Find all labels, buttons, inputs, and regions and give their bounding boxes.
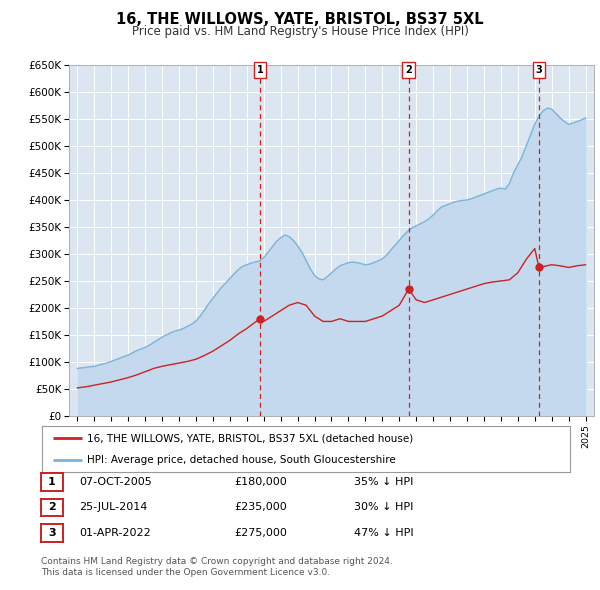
Text: 47% ↓ HPI: 47% ↓ HPI xyxy=(354,528,413,537)
Text: 16, THE WILLOWS, YATE, BRISTOL, BS37 5XL: 16, THE WILLOWS, YATE, BRISTOL, BS37 5XL xyxy=(116,12,484,27)
Text: Contains HM Land Registry data © Crown copyright and database right 2024.: Contains HM Land Registry data © Crown c… xyxy=(41,558,392,566)
Text: £180,000: £180,000 xyxy=(234,477,287,487)
Text: 25-JUL-2014: 25-JUL-2014 xyxy=(79,503,148,512)
Text: HPI: Average price, detached house, South Gloucestershire: HPI: Average price, detached house, Sout… xyxy=(87,454,395,464)
Text: 07-OCT-2005: 07-OCT-2005 xyxy=(79,477,152,487)
Text: Price paid vs. HM Land Registry's House Price Index (HPI): Price paid vs. HM Land Registry's House … xyxy=(131,25,469,38)
Text: 3: 3 xyxy=(536,65,542,76)
Text: 16, THE WILLOWS, YATE, BRISTOL, BS37 5XL (detached house): 16, THE WILLOWS, YATE, BRISTOL, BS37 5XL… xyxy=(87,434,413,444)
Text: 2: 2 xyxy=(406,65,412,76)
Text: 1: 1 xyxy=(256,65,263,76)
Text: £235,000: £235,000 xyxy=(234,503,287,512)
Text: 2: 2 xyxy=(48,503,56,512)
Text: 30% ↓ HPI: 30% ↓ HPI xyxy=(354,503,413,512)
Text: £275,000: £275,000 xyxy=(234,528,287,537)
Text: This data is licensed under the Open Government Licence v3.0.: This data is licensed under the Open Gov… xyxy=(41,568,330,577)
Text: 01-APR-2022: 01-APR-2022 xyxy=(79,528,151,537)
Text: 1: 1 xyxy=(48,477,56,487)
Text: 35% ↓ HPI: 35% ↓ HPI xyxy=(354,477,413,487)
Text: 3: 3 xyxy=(48,528,56,537)
